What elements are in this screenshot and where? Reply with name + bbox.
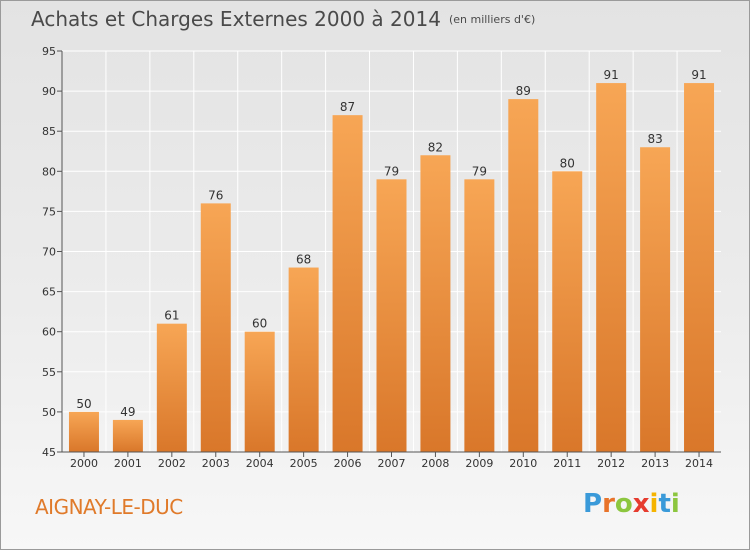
chart-unit: (en milliers d'€) [448, 13, 536, 26]
proxiti-logo: Proxiti [583, 489, 680, 519]
axes: 45 50 55 60 65 70 75 80 85 90 95 2000 2001 2002 2003 20… [42, 45, 721, 470]
commune-name: AIGNAY-LE-DUC [35, 495, 183, 519]
logo-letter: t [658, 489, 671, 519]
data-label: 80 [560, 156, 575, 170]
logo-letter: o [614, 489, 633, 519]
y-tick-label: 60 [42, 326, 56, 339]
data-label: 76 [208, 188, 223, 202]
data-label: 91 [604, 68, 619, 82]
x-tick-label: 2014 [685, 457, 713, 470]
logo-letter: x [632, 489, 650, 519]
logo-letter: r [602, 489, 615, 519]
y-tick-label: 55 [42, 366, 56, 379]
x-tick-label: 2000 [70, 457, 98, 470]
data-label: 60 [252, 317, 267, 331]
bar [156, 323, 187, 452]
bar [684, 83, 715, 452]
bar [464, 179, 495, 452]
x-tick-label: 2007 [378, 457, 406, 470]
bar [376, 179, 407, 452]
data-label: 91 [691, 68, 706, 82]
data-label: 61 [164, 309, 179, 323]
x-tick-label: 2009 [465, 457, 493, 470]
data-label: 68 [296, 253, 311, 267]
data-label: 49 [120, 405, 135, 419]
bars [68, 83, 715, 453]
chart-title-block: Achats et Charges Externes 2000 à 2014 (e… [31, 7, 535, 31]
data-label: 87 [340, 100, 355, 114]
x-tick-label: 2005 [290, 457, 318, 470]
x-tick-label: 2002 [158, 457, 186, 470]
bar [288, 267, 319, 452]
y-tick-label: 65 [42, 286, 56, 299]
bar [640, 147, 671, 453]
y-tick-label: 45 [42, 446, 56, 459]
bar [508, 99, 539, 453]
data-label: 50 [76, 397, 91, 411]
logo-letter: i [670, 489, 680, 519]
bar [596, 83, 627, 452]
data-label: 79 [472, 164, 487, 178]
y-tick-label: 95 [42, 45, 56, 58]
data-labels: 50 49 61 76 60 68 87 79 82 79 89 80 91 83 91 [76, 68, 706, 419]
bar [244, 331, 275, 452]
y-tick-label: 90 [42, 85, 56, 98]
y-tick-label: 75 [42, 205, 56, 218]
data-label: 82 [428, 140, 443, 154]
data-label: 79 [384, 164, 399, 178]
logo-letter: P [583, 489, 603, 519]
chart-title: Achats et Charges Externes 2000 à 2014 [31, 7, 441, 31]
x-tick-label: 2010 [509, 457, 537, 470]
bar [552, 171, 583, 453]
bar [420, 155, 451, 452]
x-tick-label: 2013 [641, 457, 669, 470]
x-tick-label: 2003 [202, 457, 230, 470]
y-tick-label: 70 [42, 246, 56, 259]
x-tick-label: 2001 [114, 457, 142, 470]
x-tick-label: 2011 [553, 457, 581, 470]
bar [68, 411, 99, 452]
x-tick-label: 2006 [334, 457, 362, 470]
logo-letter: i [649, 489, 659, 519]
data-label: 89 [516, 84, 531, 98]
y-tick-label: 50 [42, 406, 56, 419]
y-tick-label: 85 [42, 125, 56, 138]
x-tick-label: 2012 [597, 457, 625, 470]
data-label: 83 [647, 132, 662, 146]
x-tick-label: 2004 [246, 457, 274, 470]
bar [332, 115, 363, 452]
x-tick-label: 2008 [421, 457, 449, 470]
y-tick-label: 80 [42, 165, 56, 178]
bar [112, 419, 143, 452]
bar [200, 203, 231, 452]
